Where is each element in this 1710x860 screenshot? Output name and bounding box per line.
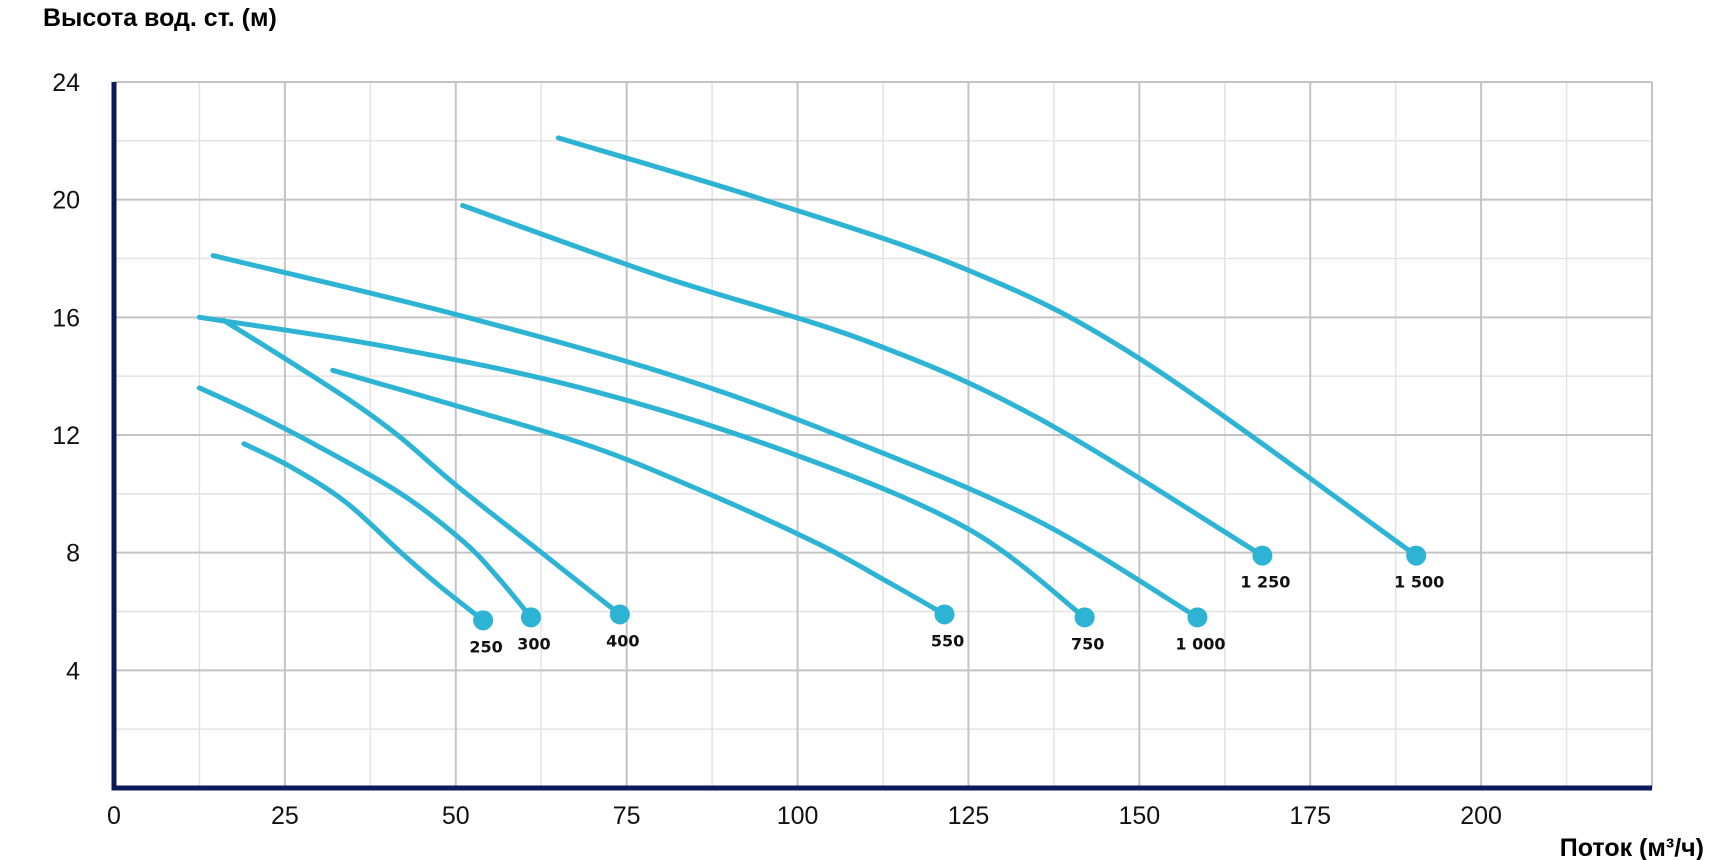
curve-endpoint-300 — [520, 607, 541, 628]
curve-label-1500: 1 500 — [1394, 573, 1444, 592]
axes — [111, 82, 1652, 791]
curve-endpoint-1500 — [1406, 545, 1427, 566]
curve-250 — [241, 441, 486, 623]
x-tick-label: 75 — [613, 802, 641, 830]
curve-series: 250 300 400 550 750 1 000 1 250 1 500 — [196, 135, 1444, 656]
curve-label-1250: 1 250 — [1240, 573, 1290, 592]
curve-1250 — [460, 203, 1265, 559]
curve-label-550: 550 — [931, 631, 964, 650]
x-tick-label: 200 — [1460, 802, 1502, 830]
curve-label-400: 400 — [606, 631, 639, 650]
x-axis-title: Поток (м³/ч) — [1560, 834, 1704, 860]
curve-550 — [330, 367, 947, 617]
curve-400 — [220, 317, 623, 617]
y-tick-label: 24 — [52, 69, 80, 97]
curve-endpoint-400 — [609, 604, 630, 625]
curve-endpoint-550 — [934, 604, 955, 625]
major-grid — [114, 81, 1653, 788]
y-tick-label: 12 — [52, 422, 80, 450]
curve-endpoint-750 — [1074, 607, 1095, 628]
curve-label-300: 300 — [517, 634, 550, 653]
curve-label-250: 250 — [469, 637, 502, 656]
x-tick-label: 125 — [948, 802, 990, 830]
x-tick-label: 100 — [777, 802, 819, 830]
y-tick-label: 16 — [52, 304, 80, 332]
x-tick-label: 175 — [1289, 802, 1331, 830]
y-tick-label: 20 — [52, 187, 80, 215]
curve-750 — [196, 314, 1088, 620]
y-tick-label: 4 — [66, 657, 80, 685]
curve-1500 — [555, 135, 1419, 559]
curve-label-750: 750 — [1071, 634, 1104, 653]
curve-endpoint-1000 — [1187, 607, 1208, 628]
x-tick-label: 0 — [107, 802, 121, 830]
x-tick-label: 50 — [442, 802, 470, 830]
x-tick-label: 150 — [1118, 802, 1160, 830]
curve-300 — [196, 385, 534, 620]
y-tick-label: 8 — [66, 540, 80, 568]
curve-label-1000: 1 000 — [1175, 634, 1225, 653]
curve-1000 — [210, 253, 1200, 620]
curve-endpoint-1250 — [1252, 545, 1273, 566]
x-tick-label: 25 — [271, 802, 299, 830]
curve-endpoint-250 — [473, 610, 494, 631]
tick-labels: 0 25 50 75 100 125 150 175 200 4 8 12 16 20 24 — [52, 69, 1502, 830]
y-axis-title: Высота вод. ст. (м) — [43, 4, 277, 32]
